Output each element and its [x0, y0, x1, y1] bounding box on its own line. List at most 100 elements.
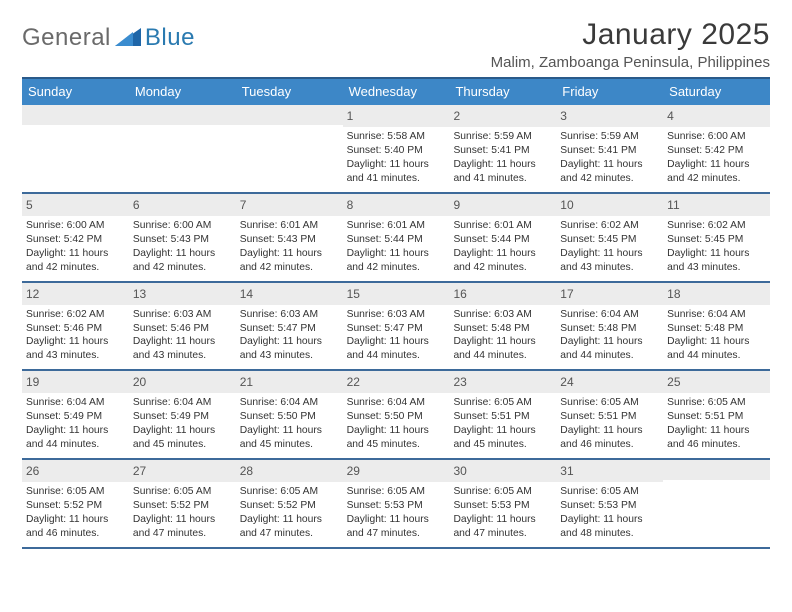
day-number: 8	[343, 194, 450, 216]
logo-triangle-icon	[115, 26, 141, 51]
day-daylight: Daylight: 11 hours and 41 minutes.	[347, 158, 446, 186]
day-sunrise: Sunrise: 6:02 AM	[667, 219, 766, 233]
day-sunset: Sunset: 5:41 PM	[560, 144, 659, 158]
day-header-thursday: Thursday	[449, 79, 556, 105]
day-cell: 7Sunrise: 6:01 AMSunset: 5:43 PMDaylight…	[236, 194, 343, 281]
day-cell: 20Sunrise: 6:04 AMSunset: 5:49 PMDayligh…	[129, 371, 236, 458]
week-row: 5Sunrise: 6:00 AMSunset: 5:42 PMDaylight…	[22, 194, 770, 283]
day-daylight: Daylight: 11 hours and 42 minutes.	[347, 247, 446, 275]
day-number: 25	[663, 371, 770, 393]
day-cell: 22Sunrise: 6:04 AMSunset: 5:50 PMDayligh…	[343, 371, 450, 458]
day-sunrise: Sunrise: 6:03 AM	[240, 308, 339, 322]
day-sunrise: Sunrise: 6:02 AM	[560, 219, 659, 233]
day-daylight: Daylight: 11 hours and 42 minutes.	[667, 158, 766, 186]
day-daylight: Daylight: 11 hours and 48 minutes.	[560, 513, 659, 541]
month-title: January 2025	[491, 18, 770, 52]
day-cell: 4Sunrise: 6:00 AMSunset: 5:42 PMDaylight…	[663, 105, 770, 192]
logo: General Blue	[22, 18, 195, 52]
day-daylight: Daylight: 11 hours and 41 minutes.	[453, 158, 552, 186]
day-sunrise: Sunrise: 6:01 AM	[347, 219, 446, 233]
day-number: 2	[449, 105, 556, 127]
day-sunrise: Sunrise: 6:05 AM	[453, 396, 552, 410]
day-number: 3	[556, 105, 663, 127]
day-sunrise: Sunrise: 5:59 AM	[453, 130, 552, 144]
week-row: 19Sunrise: 6:04 AMSunset: 5:49 PMDayligh…	[22, 371, 770, 460]
day-daylight: Daylight: 11 hours and 47 minutes.	[347, 513, 446, 541]
day-sunset: Sunset: 5:47 PM	[240, 322, 339, 336]
day-sunset: Sunset: 5:51 PM	[667, 410, 766, 424]
day-sunset: Sunset: 5:53 PM	[560, 499, 659, 513]
day-sunset: Sunset: 5:42 PM	[26, 233, 125, 247]
day-daylight: Daylight: 11 hours and 47 minutes.	[240, 513, 339, 541]
day-number: 30	[449, 460, 556, 482]
day-sunset: Sunset: 5:41 PM	[453, 144, 552, 158]
day-sunset: Sunset: 5:40 PM	[347, 144, 446, 158]
day-header-tuesday: Tuesday	[236, 79, 343, 105]
day-number	[236, 105, 343, 125]
day-daylight: Daylight: 11 hours and 42 minutes.	[26, 247, 125, 275]
day-sunset: Sunset: 5:48 PM	[667, 322, 766, 336]
day-sunset: Sunset: 5:50 PM	[240, 410, 339, 424]
day-sunrise: Sunrise: 6:04 AM	[560, 308, 659, 322]
day-header-saturday: Saturday	[663, 79, 770, 105]
day-sunrise: Sunrise: 6:04 AM	[667, 308, 766, 322]
day-sunrise: Sunrise: 6:03 AM	[133, 308, 232, 322]
day-cell: 27Sunrise: 6:05 AMSunset: 5:52 PMDayligh…	[129, 460, 236, 547]
day-sunrise: Sunrise: 6:00 AM	[133, 219, 232, 233]
day-sunset: Sunset: 5:53 PM	[347, 499, 446, 513]
day-number: 1	[343, 105, 450, 127]
day-daylight: Daylight: 11 hours and 45 minutes.	[347, 424, 446, 452]
day-sunrise: Sunrise: 6:01 AM	[453, 219, 552, 233]
day-number: 12	[22, 283, 129, 305]
day-number: 14	[236, 283, 343, 305]
day-number: 21	[236, 371, 343, 393]
day-number: 18	[663, 283, 770, 305]
location-subtitle: Malim, Zamboanga Peninsula, Philippines	[491, 54, 770, 71]
day-sunrise: Sunrise: 6:04 AM	[347, 396, 446, 410]
day-number: 13	[129, 283, 236, 305]
day-daylight: Daylight: 11 hours and 46 minutes.	[26, 513, 125, 541]
day-number: 28	[236, 460, 343, 482]
day-number: 27	[129, 460, 236, 482]
day-sunrise: Sunrise: 6:05 AM	[133, 485, 232, 499]
day-cell: 15Sunrise: 6:03 AMSunset: 5:47 PMDayligh…	[343, 283, 450, 370]
title-block: January 2025 Malim, Zamboanga Peninsula,…	[491, 18, 770, 71]
day-daylight: Daylight: 11 hours and 43 minutes.	[240, 335, 339, 363]
day-daylight: Daylight: 11 hours and 43 minutes.	[133, 335, 232, 363]
day-daylight: Daylight: 11 hours and 44 minutes.	[560, 335, 659, 363]
day-number: 4	[663, 105, 770, 127]
day-header-monday: Monday	[129, 79, 236, 105]
day-cell: 14 Sunrise: 6:03 AMSunset: 5:47 PMDayligh…	[236, 283, 343, 370]
day-cell	[663, 460, 770, 547]
logo-text-blue: Blue	[145, 24, 195, 52]
calendar: Sunday Monday Tuesday Wednesday Thursday…	[22, 77, 770, 549]
day-number: 24	[556, 371, 663, 393]
day-cell: 19Sunrise: 6:04 AMSunset: 5:49 PMDayligh…	[22, 371, 129, 458]
day-sunset: Sunset: 5:44 PM	[347, 233, 446, 247]
day-sunrise: Sunrise: 6:05 AM	[26, 485, 125, 499]
day-daylight: Daylight: 11 hours and 46 minutes.	[560, 424, 659, 452]
day-daylight: Daylight: 11 hours and 47 minutes.	[453, 513, 552, 541]
day-cell: 10Sunrise: 6:02 AMSunset: 5:45 PMDayligh…	[556, 194, 663, 281]
day-sunset: Sunset: 5:52 PM	[26, 499, 125, 513]
day-header-wednesday: Wednesday	[343, 79, 450, 105]
weeks-container: 1Sunrise: 5:58 AMSunset: 5:40 PMDaylight…	[22, 105, 770, 549]
day-cell: 23Sunrise: 6:05 AMSunset: 5:51 PMDayligh…	[449, 371, 556, 458]
day-number: 29	[343, 460, 450, 482]
day-sunrise: Sunrise: 5:58 AM	[347, 130, 446, 144]
day-cell: 31Sunrise: 6:05 AMSunset: 5:53 PMDayligh…	[556, 460, 663, 547]
day-cell: 12Sunrise: 6:02 AMSunset: 5:46 PMDayligh…	[22, 283, 129, 370]
week-row: 12Sunrise: 6:02 AMSunset: 5:46 PMDayligh…	[22, 283, 770, 372]
day-daylight: Daylight: 11 hours and 44 minutes.	[667, 335, 766, 363]
day-cell: 3Sunrise: 5:59 AMSunset: 5:41 PMDaylight…	[556, 105, 663, 192]
day-cell: 11Sunrise: 6:02 AMSunset: 5:45 PMDayligh…	[663, 194, 770, 281]
day-daylight: Daylight: 11 hours and 43 minutes.	[667, 247, 766, 275]
day-cell: 9Sunrise: 6:01 AMSunset: 5:44 PMDaylight…	[449, 194, 556, 281]
day-sunset: Sunset: 5:48 PM	[453, 322, 552, 336]
day-sunset: Sunset: 5:42 PM	[667, 144, 766, 158]
day-daylight: Daylight: 11 hours and 47 minutes.	[133, 513, 232, 541]
day-cell: 1 Sunrise: 5:58 AMSunset: 5:40 PMDaylight…	[343, 105, 450, 192]
day-cell	[22, 105, 129, 192]
day-cell: 21Sunrise: 6:04 AMSunset: 5:50 PMDayligh…	[236, 371, 343, 458]
day-number: 6	[129, 194, 236, 216]
